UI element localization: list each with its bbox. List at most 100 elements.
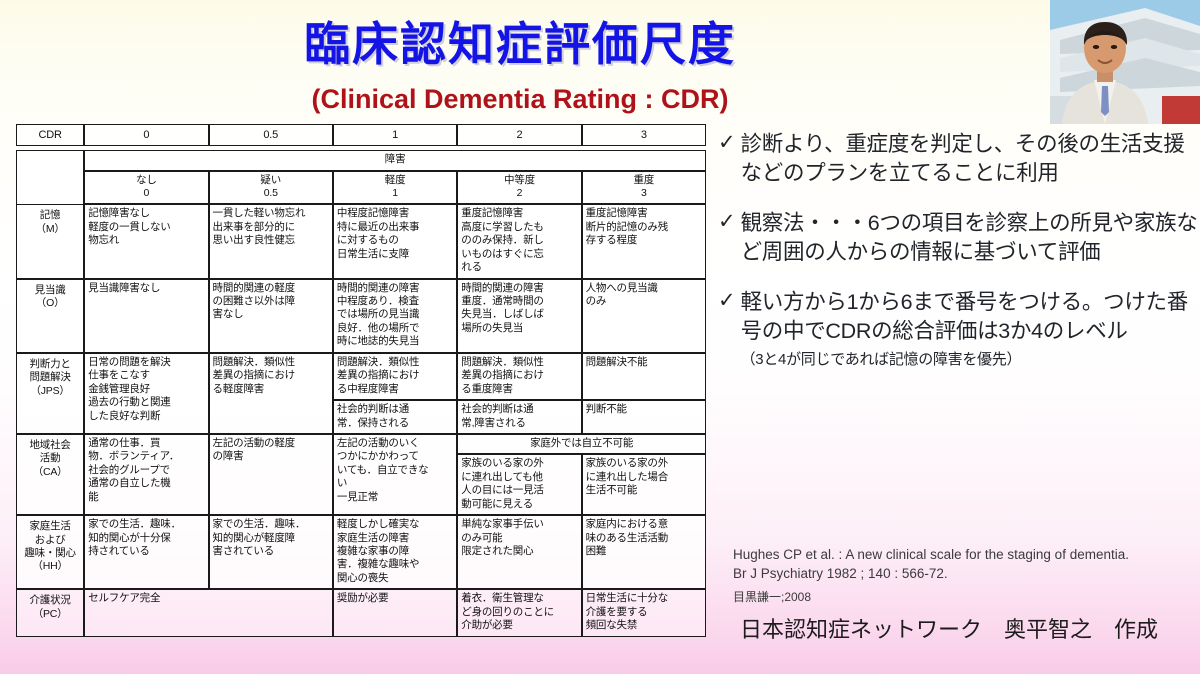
cdr-level-2: 2 [457,124,582,147]
row-label-line: （O） [35,297,65,310]
row-label-line: 見当識 [34,283,66,296]
table-row-impairment-header: 障害 [16,150,706,205]
cell-home-3: 家庭内における意 味のある生活活動 困難 [581,515,706,590]
cell-care-3: 日常生活に十分な 介護を要する 頻回な失禁 [581,589,706,637]
row-label-line: 地域社会 [29,438,71,451]
reference-line-1: Hughes CP et al. : A new clinical scale … [733,547,1129,562]
cell-memory-2: 重度記憶障害 高度に学習したも ののみ保持．新し いものはすぐに忘 れる [457,204,582,279]
impairment-level-score: 0 [143,186,150,199]
impairment-level-score: 3 [640,186,647,199]
check-icon: ✓ [718,131,736,154]
row-label-line: 判断力と [29,357,71,370]
impairment-level-questionable: 疑い 0.5 [208,170,333,205]
reference-line-2: Br J Psychiatry 1982 ; 140 : 566-72. [733,565,948,581]
impairment-level-severe: 重度 3 [581,170,706,205]
row-label-line: 家庭生活 [29,520,71,533]
cell-judgment-social-1: 社会的判断は通 常．保持される [332,400,458,434]
cell-judgment-2: 問題解決．類似性 差異の指摘におけ る重度障害 [457,352,582,401]
bullet-item-1: ✓ 診断より、重症度を判定し、その後の生活支援などのプランを立てることに利用 [718,130,1200,187]
impairment-span-label: 障害 [84,150,706,171]
cdr-level-05: 0.5 [208,124,333,147]
row-label-personal-care: 介護状況 （PC） [16,589,85,637]
impairment-level-name: 重度 [633,173,655,186]
credit-line: 日本認知症ネットワーク 奥平智之 作成 [740,617,1159,642]
table-row-community-detail: 家族のいる家の外 に連れ出しても他 人の目には一見活 動可能に見える 家族のいる家の外… [16,454,706,516]
cell-memory-05: 一貫した軽い物忘れ 出来事を部分的に 思い出す良性健忘 [208,204,333,279]
cdr-header-label: CDR [16,124,85,147]
portrait-photo-image [1050,0,1200,124]
row-label-line: （HH） [32,560,68,573]
bullet-body: 軽い方から1から6まで番号をつける。つけた番号の中でCDRの総合評価は3か4のレ… [741,288,1200,368]
table-row-personal-care: 介護状況 （PC） セルフケア完全 奨励が必要 着衣．衛生管理な ど身の回りのこと… [16,589,706,637]
cell-memory-0: 記憶障害なし 軽度の一貫しない 物忘れ [84,204,209,279]
row-label-line: および [34,533,66,546]
table-row-judgment-social: 社会的判断は通 常．保持される 社会的判断は通 常,障害される 判断不能 [16,400,706,434]
row-label-line: 記憶 [39,209,61,222]
impairment-level-name: 疑い [260,173,282,186]
table-row-judgment: 判断力と 問題解決 （JPS） 日常の問題を解決 仕事をこなす 金銭管理良好 過去の行… [16,352,706,434]
cell-home-0: 家での生活．趣味． 知的関心が十分保 持されている [84,515,209,590]
impairment-level-score: 0.5 [263,186,278,199]
reference-japanese: 目黒謙一;2008 [733,590,812,604]
cell-judgment-social-3: 判断不能 [581,400,706,434]
impairment-level-name: 中等度 [503,173,535,186]
cdr-level-header-table: CDR 0 0.5 1 2 3 [16,124,706,147]
impairment-level-mild: 軽度 1 [332,170,458,205]
row-label-line: 活動 [39,452,61,465]
cell-memory-3: 重度記憶障害 断片的記憶のみ残 存する程度 [581,204,706,279]
cell-community-05: 左記の活動の軽度 の障害 [208,433,333,516]
bullet-item-2: ✓ 観察法・・・6つの項目を診察上の所見や家族など周囲の人からの情報に基づいて評… [718,209,1200,266]
check-icon: ✓ [718,289,736,313]
cell-orientation-3: 人物への見当識 のみ [581,278,706,353]
cell-community-span-label: 家庭外では自立不可能 [457,433,706,455]
cdr-level-0: 0 [84,124,209,147]
cell-judgment-social-2: 社会的判断は通 常,障害される [457,400,582,434]
page-subtitle: (Clinical Dementia Rating : CDR) [311,84,729,114]
table-row-orientation: 見当識 （O） 見当識障害なし 時間的関連の軽度 の困難さ以外は障 害なし 時間的関… [16,278,706,353]
cell-care-2: 着衣．衛生管理な ど身の回りのことに 介助が必要 [457,589,582,637]
cell-orientation-1: 時間的関連の障害 中程度あり．検査 では場所の見当識 良好．他の場所で 時に地誌的失見当 [332,278,458,353]
impairment-level-name: なし [136,173,157,186]
cell-care-1: 奨励が必要 [332,589,458,637]
cell-community-1: 左記の活動のいく つかにかかわって いても．自立できない一見正常 [332,433,458,516]
cell-judgment-3: 問題解決不能 [581,352,706,401]
table-row-community: 地域社会 活動 （CA） 通常の仕事．買 物．ボランティア． 社会的グループで 通常の… [16,433,706,516]
cell-orientation-05: 時間的関連の軽度 の困難さ以外は障 害なし [208,278,333,353]
bullet-text: 診断より、重症度を判定し、その後の生活支援などのプランを立てることに利用 [740,132,1185,185]
cell-orientation-2: 時間的関連の障害 重度．通常時間の 失見当．しばしば 場所の失見当 [457,278,582,353]
row-label-line: 問題解決 [29,371,71,384]
impairment-level-none: なし 0 [84,170,209,205]
check-icon: ✓ [718,210,736,234]
row-label-line: 趣味・関心 [24,547,76,560]
cdr-level-3: 3 [581,124,706,147]
table-row: CDR 0 0.5 1 2 3 [16,124,706,147]
cdr-table: CDR 0 0.5 1 2 3 障害 なし 0 疑い 0.5 [16,124,706,637]
row-label-home-hobbies: 家庭生活 および 趣味・関心 （HH） [16,515,85,590]
cell-memory-1: 中程度記憶障害 特に最近の出来事 に対するもの 日常生活に支障 [332,204,458,279]
impairment-level-score: 1 [392,186,398,199]
table-row-memory: 記憶 （M） 記憶障害なし 軽度の一貫しない 物忘れ 一貫した軽い物忘れ 出来事を部分… [16,204,706,279]
row-label-judgment: 判断力と 問題解決 （JPS） [16,352,85,434]
portrait-photo [1050,0,1200,124]
cell-judgment-0: 日常の問題を解決 仕事をこなす 金銭管理良好 過去の行動と関連 した良好な判断 [84,352,209,434]
impairment-level-name: 軽度 [384,173,406,186]
cell-home-2: 単純な家事手伝い のみ可能 限定された関心 [457,515,582,590]
row-label-line: （JPS） [30,384,70,397]
row-label-line: （PC） [32,607,68,620]
cell-orientation-0: 見当識障害なし [84,278,209,353]
reference-citation: Hughes CP et al. : A new clinical scale … [733,546,1200,583]
cell-community-0: 通常の仕事．買 物．ボランティア． 社会的グループで 通常の自立した機能 [84,433,209,516]
row-label-memory: 記憶 （M） [16,204,85,279]
impairment-level-score: 2 [516,186,523,199]
impairment-level-moderate: 中等度 2 [457,170,582,205]
row-label-line: （CA） [32,465,68,478]
bullet-text: 軽い方から1から6まで番号をつける。つけた番号の中でCDRの総合評価は3か4のレ… [740,290,1189,343]
row-label-orientation: 見当識 （O） [16,278,85,353]
bullet-note: （3と4が同じであれば記憶の障害を優先） [740,350,1022,368]
impairment-corner-cell [16,150,85,205]
cell-judgment-1: 問題解決．類似性 差異の指摘におけ る中程度障害 [332,352,458,401]
cell-home-1: 軽度しかし確実な 家庭生活の障害 複雑な家事の障 害．複雑な趣味や 関心の喪失 [332,515,458,590]
cdr-level-1: 1 [332,124,458,147]
bullet-text: 観察法・・・6つの項目を診察上の所見や家族など周囲の人からの情報に基づいて評価 [740,211,1198,264]
